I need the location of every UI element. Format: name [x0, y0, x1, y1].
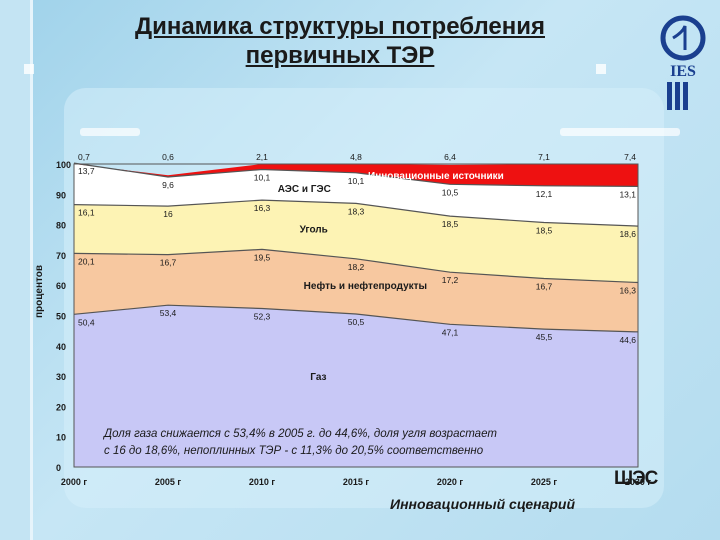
logo-text: IES: [670, 63, 696, 80]
scenario-caption: Инновационный сценарий: [390, 496, 576, 512]
y-tick-label: 0: [56, 463, 61, 473]
value-label-oil: 17,2: [442, 275, 459, 285]
logo-bar: [683, 82, 688, 110]
value-label-gas: 50,4: [78, 317, 95, 327]
value-label-coal: 16,1: [78, 208, 95, 218]
value-label-nuclear-hydro: 9,6: [162, 180, 174, 190]
value-label-oil: 16,3: [619, 285, 636, 295]
series-label-nuclear-hydro: АЭС и ГЭС: [278, 184, 331, 195]
x-tick-label: 2025 г: [531, 477, 558, 487]
boundary-line-gas: [73, 304, 639, 333]
x-tick-label: 2010 г: [249, 477, 276, 487]
area-coal: [74, 200, 638, 283]
deco-square: [24, 64, 34, 74]
y-tick-label: 30: [56, 372, 66, 382]
value-label-gas: 52,3: [254, 312, 271, 322]
y-tick-label: 90: [56, 190, 66, 200]
y-tick-label: 40: [56, 342, 66, 352]
y-tick-label: 100: [56, 160, 71, 170]
x-tick-label: 2030 г: [625, 477, 652, 487]
y-tick-label: 20: [56, 402, 66, 412]
series-label-gas: Газ: [310, 372, 326, 383]
area-gas: [74, 305, 638, 467]
logo-ring: [660, 15, 706, 61]
y-tick-label: 80: [56, 221, 66, 231]
title-line-2: первичных ТЭР: [245, 42, 435, 69]
annotation-line-2: с 16 до 18,6%, непоплинных ТЭР - с 11,3%…: [104, 445, 484, 457]
title-line-1: Динамика структуры потребления: [134, 13, 545, 40]
series-label-coal: Уголь: [300, 224, 328, 235]
value-label-oil: 16,7: [536, 282, 553, 292]
y-axis-label: процентов: [34, 265, 45, 318]
value-label-nuclear-hydro: 13,1: [619, 189, 636, 199]
value-label-oil: 20,1: [78, 256, 95, 266]
x-tick-label: 2005 г: [155, 477, 182, 487]
value-label-nuclear-hydro: 12,1: [536, 189, 553, 199]
value-label-innovative: 0,6: [162, 152, 174, 162]
value-label-innovative: 7,1: [538, 152, 550, 162]
value-label-gas: 45,5: [536, 332, 553, 342]
value-label-coal: 18,3: [348, 206, 365, 216]
value-label-coal: 16,3: [254, 203, 271, 213]
sublogo-text: ШЭС: [614, 468, 658, 489]
value-label-gas: 44,6: [619, 335, 636, 345]
value-label-oil: 19,5: [254, 252, 271, 262]
value-label-coal: 18,5: [442, 219, 459, 229]
value-label-gas: 50,5: [348, 317, 365, 327]
deco-bar: [80, 128, 140, 136]
annotation-line-1: Доля газа снижается с 53,4% в 2005 г. до…: [102, 428, 497, 440]
value-label-gas: 53,4: [160, 308, 177, 318]
logo-bar: [675, 82, 680, 110]
value-label-innovative: 4,8: [350, 152, 362, 162]
area-oil: [74, 249, 638, 332]
series-label-innovative: Инновационные источники: [368, 171, 504, 182]
left-panel: [0, 0, 30, 540]
series-label-oil: Нефть и нефтепродукты: [304, 280, 427, 292]
x-tick-label: 2000 г: [61, 477, 88, 487]
y-tick-label: 10: [56, 433, 66, 443]
y-tick-label: 60: [56, 281, 66, 291]
value-label-nuclear-hydro: 10,1: [348, 176, 365, 186]
logo-bar: [667, 82, 672, 110]
value-label-coal: 16: [163, 209, 173, 219]
value-label-nuclear-hydro: 10,5: [442, 187, 459, 197]
logo-stroke: [672, 25, 687, 50]
value-label-innovative: 0,7: [78, 152, 90, 162]
value-label-innovative: 2,1: [256, 152, 268, 162]
y-tick-label: 70: [56, 251, 66, 261]
boundary-line-oil: [73, 248, 639, 284]
plot-frame: [73, 163, 639, 468]
value-label-innovative: 6,4: [444, 152, 456, 162]
value-label-nuclear-hydro: 13,7: [78, 166, 95, 176]
y-tick-label: 50: [56, 312, 66, 322]
x-tick-label: 2020 г: [437, 477, 464, 487]
deco-bar: [560, 128, 680, 136]
ies-logo-icon: IES: [660, 15, 706, 110]
page-title: Динамика структуры потребления первичных…: [60, 12, 620, 70]
boundary-line-coal: [73, 199, 639, 227]
deco-square: [596, 64, 606, 74]
boundary-line-nuclear-hydro: [73, 162, 639, 187]
area-innovative: [74, 163, 638, 187]
value-label-innovative: 7,4: [624, 152, 636, 162]
value-label-oil: 16,7: [160, 258, 177, 268]
value-label-coal: 18,5: [536, 225, 553, 235]
area-nuclear-hydro: [74, 164, 638, 227]
value-label-oil: 18,2: [348, 262, 365, 272]
left-panel-edge: [30, 0, 33, 540]
value-label-gas: 47,1: [442, 327, 459, 337]
x-tick-label: 2015 г: [343, 477, 370, 487]
value-label-nuclear-hydro: 10,1: [254, 172, 271, 182]
value-label-coal: 18,6: [619, 229, 636, 239]
